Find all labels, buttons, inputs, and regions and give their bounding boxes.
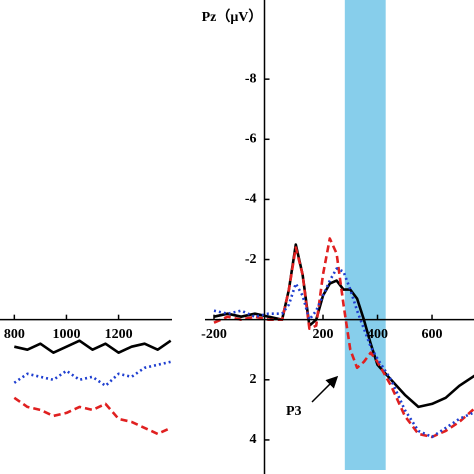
series-line: [13, 360, 171, 388]
series-line: [13, 396, 172, 436]
series-line: [14, 339, 172, 354]
x-tick-label: 200: [313, 327, 334, 342]
highlight-band: [344, 0, 386, 470]
chart-title: Pz（μV）: [202, 9, 263, 25]
annotation: P3: [286, 404, 302, 419]
series-line: [213, 267, 474, 439]
y-tick-label: 2: [250, 372, 257, 387]
x-tick-label: -200: [201, 327, 227, 342]
series-line: [213, 243, 474, 409]
panel: [213, 0, 474, 470]
series-line: [213, 237, 474, 439]
panel: [13, 339, 172, 436]
annotation-arrow: [311, 375, 339, 403]
x-tick-label: 1200: [105, 327, 133, 342]
y-tick-label: -8: [245, 71, 257, 86]
x-tick-label: 800: [4, 327, 25, 342]
y-tick-label: -6: [245, 131, 257, 146]
y-tick-label: 4: [250, 432, 257, 447]
y-tick-label: -4: [245, 192, 257, 207]
y-tick-label: -2: [245, 252, 257, 267]
x-tick-label: 600: [422, 327, 443, 342]
x-tick-label: 400: [367, 327, 388, 342]
x-tick-label: 1000: [52, 327, 80, 342]
